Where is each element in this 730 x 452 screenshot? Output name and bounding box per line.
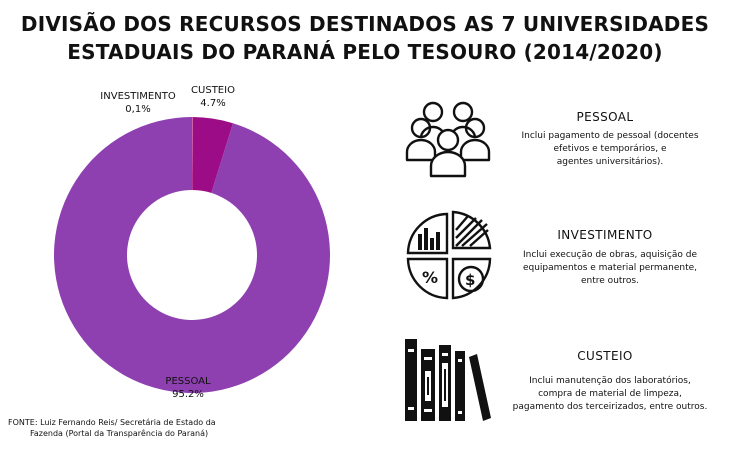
card-investimento-desc-line-3: entre outros. xyxy=(581,276,639,286)
card-custeio-title: CUSTEIO xyxy=(577,349,633,363)
label-investimento-name: INVESTIMENTO xyxy=(100,91,176,102)
card-custeio-desc: Inclui manutenção dos laboratórios, comp… xyxy=(498,375,722,414)
card-pessoal-desc-line-3: agentes universitários). xyxy=(556,157,664,167)
card-pessoal-desc: Inclui pagamento de pessoal (docentes ef… xyxy=(505,130,715,169)
label-custeio-name: CUSTEIO xyxy=(191,85,235,96)
pie-chart-money-icon: % $ xyxy=(406,210,492,300)
label-pessoal: PESSOAL 95.2% xyxy=(138,375,238,401)
label-custeio-value: 4.7% xyxy=(200,98,226,109)
svg-text:%: % xyxy=(422,268,438,287)
card-investimento-desc-line-1: Inclui execução de obras, aquisição de xyxy=(523,250,697,260)
source-line-2: Fazenda (Portal da Transparência do Para… xyxy=(30,429,209,438)
card-custeio-desc-line-3: pagamento dos terceirizados, entre outro… xyxy=(512,402,708,412)
svg-text:$: $ xyxy=(465,271,475,289)
title-line-2: ESTADUAIS DO PARANÁ PELO TESOURO (2014/2… xyxy=(67,40,663,64)
card-investimento-desc-line-2: equipamentos e material permanente, xyxy=(522,263,698,273)
card-custeio-desc-line-2: compra de material de limpeza, xyxy=(538,389,682,399)
people-group-icon xyxy=(405,101,491,178)
source-note: FONTE: Luiz Fernando Reis/ Secretária de… xyxy=(8,417,248,439)
card-pessoal-title: PESSOAL xyxy=(576,110,634,124)
card-custeio-desc-line-1: Inclui manutenção dos laboratórios, xyxy=(529,376,691,386)
source-line-1: FONTE: Luiz Fernando Reis/ Secretária de… xyxy=(8,418,216,427)
label-investimento: INVESTIMENTO 0,1% xyxy=(88,90,188,116)
slice-pessoal xyxy=(54,117,331,393)
label-investimento-value: 0,1% xyxy=(125,104,151,115)
label-pessoal-name: PESSOAL xyxy=(165,376,211,387)
slice-custeio xyxy=(192,117,233,193)
label-custeio: CUSTEIO 4.7% xyxy=(178,84,248,110)
label-pessoal-value: 95.2% xyxy=(172,389,204,400)
card-investimento-title: INVESTIMENTO xyxy=(557,228,653,242)
slice-investimento xyxy=(192,117,193,191)
card-pessoal-desc-line-2: efetivos e temporários, e xyxy=(553,144,667,154)
chart-title: DIVISÃO DOS RECURSOS DESTINADOS AS 7 UNI… xyxy=(0,10,730,66)
books-icon xyxy=(405,339,491,421)
title-line-1: DIVISÃO DOS RECURSOS DESTINADOS AS 7 UNI… xyxy=(20,12,710,36)
card-investimento-desc: Inclui execução de obras, aquisição de e… xyxy=(505,249,715,288)
card-pessoal-desc-line-1: Inclui pagamento de pessoal (docentes xyxy=(521,131,699,141)
